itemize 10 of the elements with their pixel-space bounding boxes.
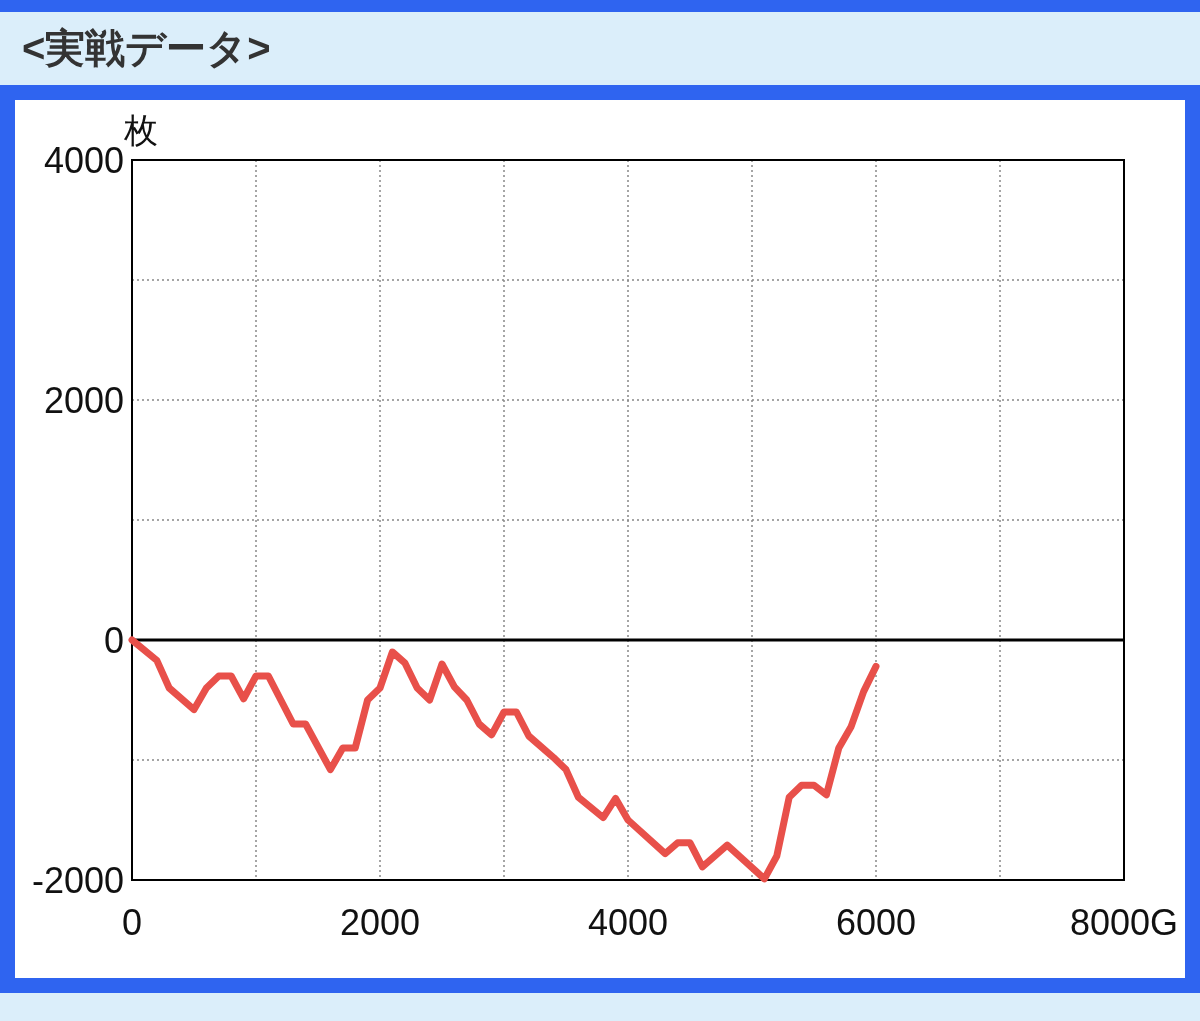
- y-axis-title: 枚: [123, 111, 158, 149]
- x-tick-label: 4000: [587, 902, 669, 943]
- y-tick-label: 0: [103, 620, 124, 661]
- x-tick-label: 8000G: [1069, 902, 1179, 943]
- y-tick-label: 2000: [43, 380, 124, 421]
- x-tick-label: 2000: [339, 902, 421, 943]
- chart-title: <実戦データ>: [0, 12, 1200, 85]
- y-tick-label: 4000: [43, 140, 124, 181]
- y-tick-label: -2000: [31, 860, 124, 901]
- x-tick-label: 6000: [835, 902, 917, 943]
